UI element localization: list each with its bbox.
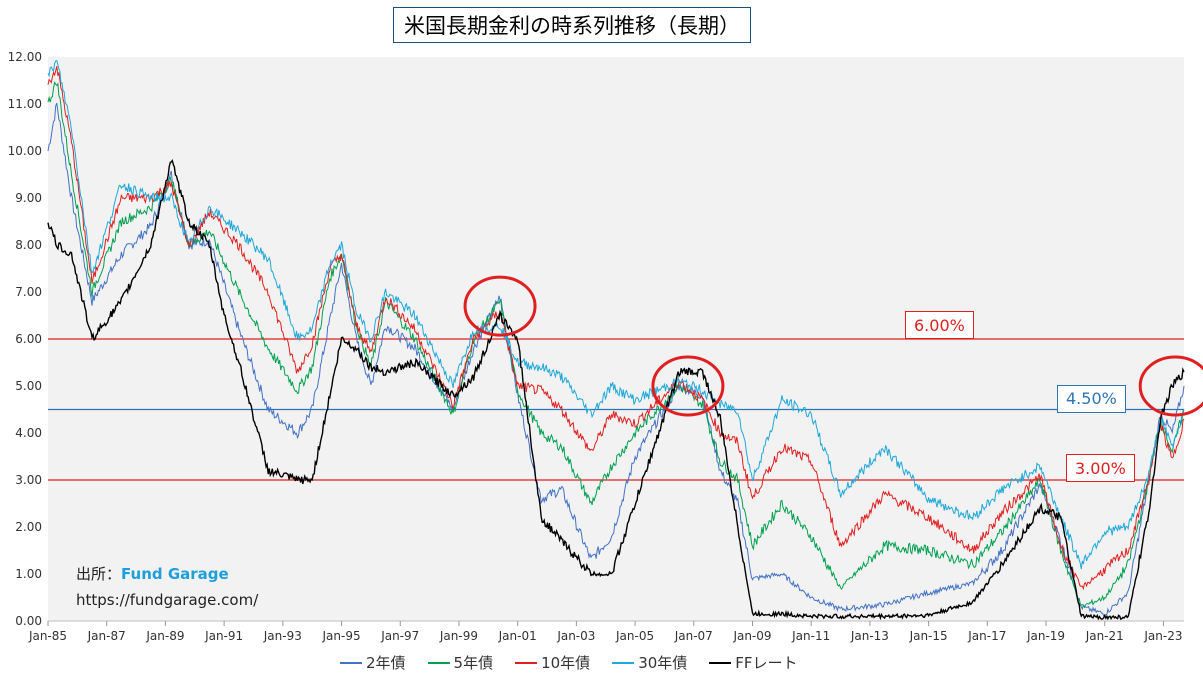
x-tick-label: Jan-09 — [732, 629, 771, 643]
y-axis: 0.00 1.00 2.00 3.00 4.00 5.00 6.00 7.00 8.00 9.00… — [8, 50, 1184, 628]
series-line — [47, 81, 1185, 609]
chart-title: 米国長期金利の時系列推移（長期） — [393, 7, 751, 43]
series-lines — [47, 59, 1185, 621]
y-tick-label: 9.00 — [15, 191, 42, 205]
legend-swatch — [612, 661, 635, 664]
y-tick-label: 1.00 — [15, 567, 42, 581]
legend-item: 5年債 — [427, 652, 494, 673]
x-tick-label: Jan-87 — [87, 629, 126, 643]
series-line — [47, 102, 1185, 617]
y-tick-label: 2.00 — [15, 520, 42, 534]
legend-label: 5年債 — [453, 654, 494, 672]
x-tick-label: Jan-95 — [321, 629, 360, 643]
source-url: https://fundgarage.com/ — [76, 591, 259, 609]
highlight-circles — [463, 275, 1203, 417]
legend-swatch — [515, 661, 538, 664]
legend-label: 30年債 — [638, 654, 688, 672]
x-tick-label: Jan-11 — [791, 629, 830, 643]
highlight-circle — [1138, 355, 1203, 417]
x-tick-label: Jan-99 — [439, 629, 478, 643]
x-tick-label: Jan-21 — [1085, 629, 1124, 643]
y-tick-label: 6.00 — [15, 332, 42, 346]
legend-item: 30年債 — [612, 652, 687, 673]
source-brand: Fund Garage — [121, 565, 229, 583]
reference-line-label: 6.00% — [905, 311, 974, 339]
x-tick-label: Jan-05 — [615, 629, 654, 643]
y-tick-label: 8.00 — [15, 238, 42, 252]
y-tick-label: 4.00 — [15, 426, 42, 440]
legend-label: 2年債 — [366, 654, 406, 672]
x-tick-label: Jan-23 — [1143, 629, 1182, 643]
highlight-circle — [651, 355, 725, 417]
legend-swatch — [427, 661, 450, 664]
x-tick-label: Jan-19 — [1026, 629, 1065, 643]
reference-lines — [48, 338, 1184, 481]
highlight-circle — [463, 275, 537, 337]
x-tick-label: Jan-17 — [967, 629, 1006, 643]
source-label: 出所： — [76, 565, 122, 583]
y-tick-label: 5.00 — [15, 379, 42, 393]
legend-label: 10年債 — [541, 654, 591, 672]
legend-swatch — [709, 661, 732, 664]
x-axis: Jan-85 Jan-87 Jan-89 Jan-91 Jan-93 Jan-95 Jan-… — [28, 621, 1183, 643]
x-tick-label: Jan-13 — [850, 629, 889, 643]
legend: 2年債 5年債 10年債 30年債 FFレート — [340, 652, 798, 673]
x-tick-label: Jan-93 — [263, 629, 302, 643]
y-tick-label: 7.00 — [15, 285, 42, 299]
x-tick-label: Jan-85 — [28, 629, 67, 643]
series-line — [47, 158, 1185, 621]
legend-item: 2年債 — [340, 652, 406, 673]
legend-item: 10年債 — [515, 652, 590, 673]
series-line — [47, 66, 1185, 591]
source-line: 出所：Fund Garage — [76, 563, 229, 584]
x-tick-label: Jan-91 — [204, 629, 243, 643]
y-tick-label: 11.00 — [8, 97, 42, 111]
y-tick-label: 10.00 — [8, 144, 42, 158]
reference-line-label: 4.50% — [1057, 384, 1126, 413]
legend-label: FFレート — [735, 654, 798, 672]
reference-line-label: 3.00% — [1066, 454, 1135, 482]
x-tick-label: Jan-15 — [909, 629, 948, 643]
series-line — [47, 59, 1185, 570]
x-tick-label: Jan-03 — [556, 629, 595, 643]
x-tick-label: Jan-07 — [674, 629, 713, 643]
y-tick-label: 3.00 — [15, 473, 42, 487]
x-tick-label: Jan-97 — [380, 629, 419, 643]
legend-item: FFレート — [709, 652, 798, 673]
x-tick-label: Jan-89 — [145, 629, 184, 643]
x-tick-label: Jan-01 — [498, 629, 537, 643]
y-tick-label: 0.00 — [15, 614, 42, 628]
y-tick-label: 12.00 — [8, 50, 42, 64]
legend-swatch — [340, 661, 362, 664]
